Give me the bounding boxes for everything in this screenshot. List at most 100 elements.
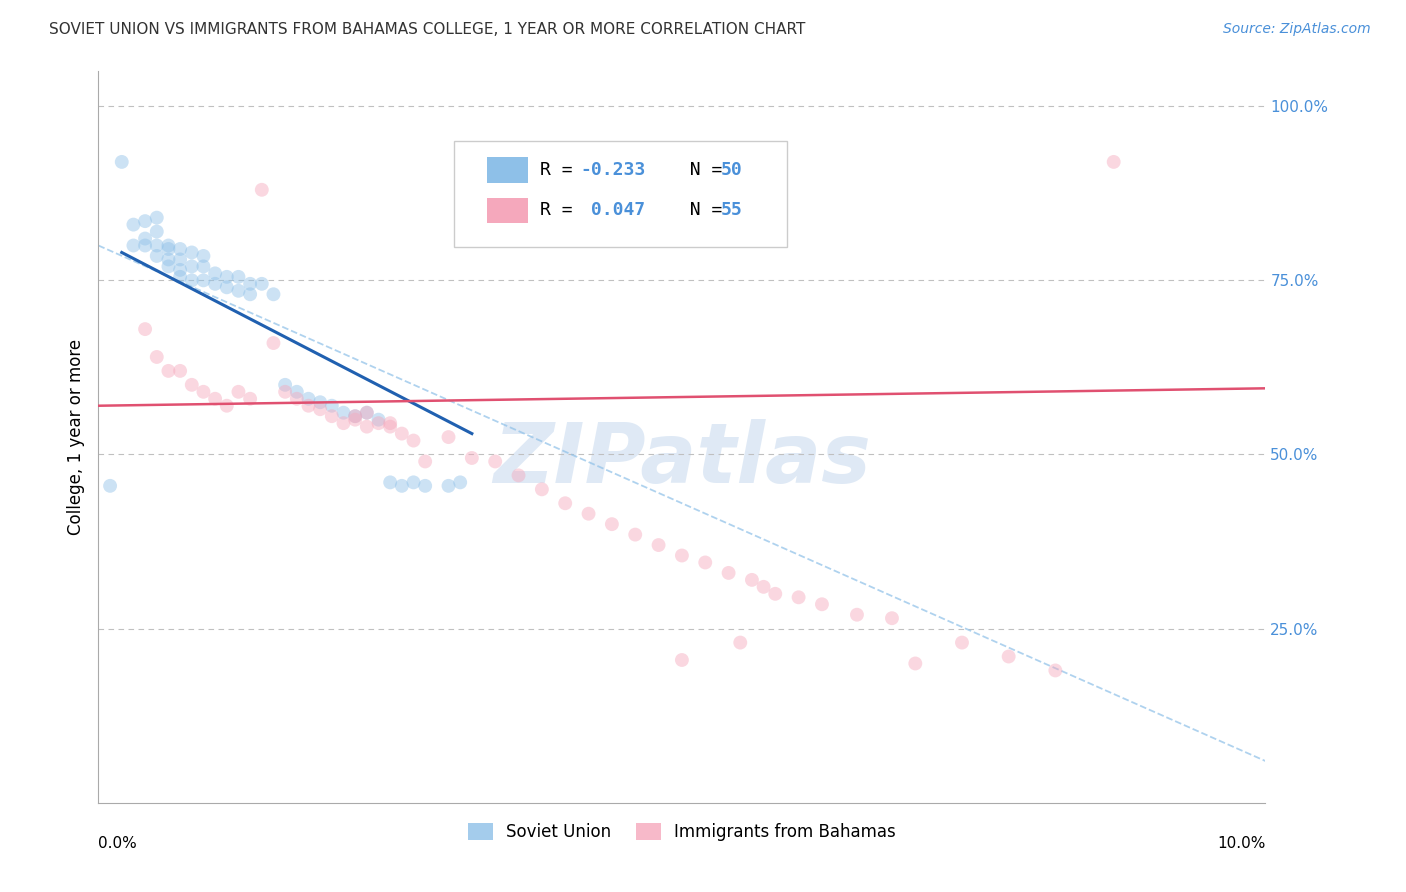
Point [157, 252, 180, 267]
Text: R =: R = [540, 161, 583, 179]
Point [763, 587, 786, 601]
Point [262, 287, 284, 301]
Point [122, 238, 145, 252]
Point [250, 277, 273, 291]
Point [157, 242, 180, 256]
Point [111, 155, 134, 169]
Point [741, 573, 763, 587]
Point [578, 507, 600, 521]
Point [1102, 155, 1125, 169]
Point [204, 266, 226, 280]
Text: 0.047: 0.047 [581, 202, 645, 219]
Point [461, 450, 484, 465]
Point [671, 653, 693, 667]
Point [332, 406, 354, 420]
Point [193, 273, 215, 287]
Point [402, 434, 425, 448]
FancyBboxPatch shape [486, 157, 527, 183]
Point [344, 409, 367, 424]
Point [134, 322, 156, 336]
Point [146, 249, 169, 263]
Text: -0.233: -0.233 [581, 161, 645, 179]
Point [356, 406, 378, 420]
Point [239, 287, 262, 301]
Point [391, 426, 413, 441]
Point [193, 249, 215, 263]
Text: 10.0%: 10.0% [1218, 836, 1265, 851]
Point [402, 475, 425, 490]
FancyBboxPatch shape [486, 197, 527, 223]
Point [285, 384, 308, 399]
Point [309, 395, 332, 409]
Text: R =: R = [540, 202, 583, 219]
Point [695, 556, 717, 570]
Point [134, 238, 156, 252]
Point [157, 260, 180, 274]
Point [624, 527, 647, 541]
Point [449, 475, 471, 490]
Point [122, 218, 145, 232]
Point [98, 479, 121, 493]
Point [356, 406, 378, 420]
Point [309, 402, 332, 417]
Point [367, 412, 389, 426]
Point [228, 384, 250, 399]
Point [846, 607, 869, 622]
Point [717, 566, 740, 580]
Point [647, 538, 669, 552]
Point [262, 336, 284, 351]
Point [321, 399, 343, 413]
Point [180, 273, 202, 287]
Point [193, 260, 215, 274]
Point [146, 238, 169, 252]
Text: 50: 50 [720, 161, 742, 179]
Point [169, 269, 191, 284]
Point [332, 416, 354, 430]
Point [169, 252, 191, 267]
Point [134, 214, 156, 228]
Point [730, 635, 752, 649]
Point [157, 364, 180, 378]
Point [180, 260, 202, 274]
Point [146, 225, 169, 239]
Text: Source: ZipAtlas.com: Source: ZipAtlas.com [1223, 22, 1371, 37]
Point [157, 238, 180, 252]
Point [787, 591, 810, 605]
Point [880, 611, 903, 625]
Point [391, 479, 413, 493]
Point [146, 211, 169, 225]
Point [228, 284, 250, 298]
Point [484, 454, 506, 468]
Point [413, 479, 436, 493]
Legend: Soviet Union, Immigrants from Bahamas: Soviet Union, Immigrants from Bahamas [460, 814, 904, 849]
Point [204, 277, 226, 291]
Point [600, 517, 623, 532]
FancyBboxPatch shape [454, 141, 787, 247]
Point [134, 231, 156, 245]
Point [380, 416, 402, 430]
Point [380, 419, 402, 434]
Point [204, 392, 226, 406]
Point [671, 549, 693, 563]
Point [367, 416, 389, 430]
Point [344, 412, 367, 426]
Point [752, 580, 775, 594]
Point [250, 183, 273, 197]
Text: ZIPatlas: ZIPatlas [494, 418, 870, 500]
Point [274, 384, 297, 399]
Point [169, 242, 191, 256]
Point [193, 384, 215, 399]
Point [413, 454, 436, 468]
Point [146, 350, 169, 364]
Point [904, 657, 927, 671]
Point [437, 430, 460, 444]
Point [215, 399, 238, 413]
Text: N =: N = [668, 161, 733, 179]
Point [508, 468, 530, 483]
Point [228, 269, 250, 284]
Point [437, 479, 460, 493]
Text: N =: N = [668, 202, 733, 219]
Point [215, 269, 238, 284]
Y-axis label: College, 1 year or more: College, 1 year or more [66, 339, 84, 535]
Point [344, 409, 367, 424]
